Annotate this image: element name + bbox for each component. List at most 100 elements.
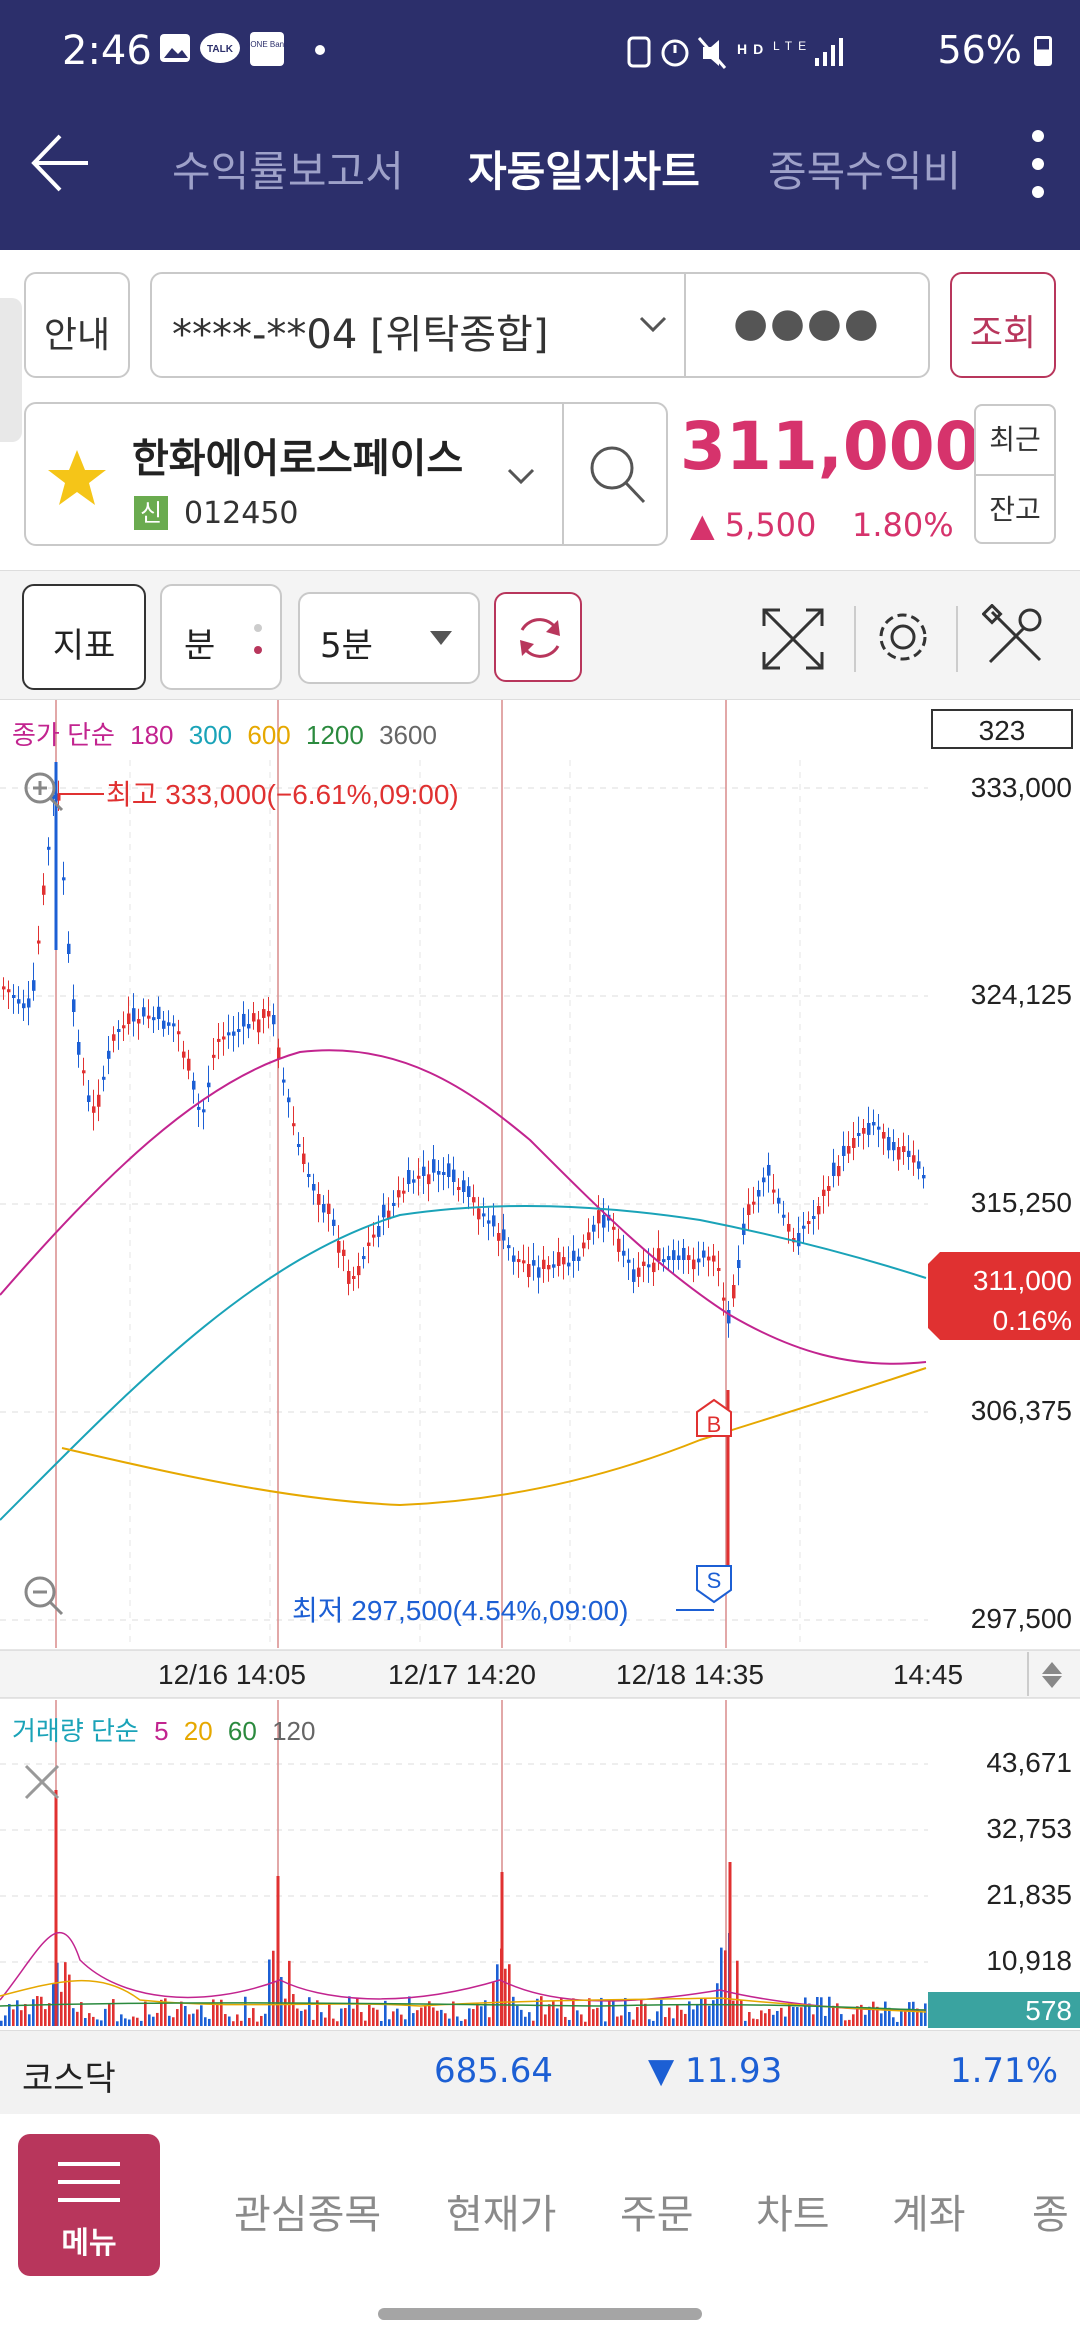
search-icon[interactable] — [584, 440, 650, 510]
bottom-navigation — [0, 2114, 1080, 2340]
legend-ma-1200: 1200 — [306, 720, 364, 750]
nav-watchlist[interactable]: 관심종목 — [234, 2192, 382, 2238]
menu-label: 메뉴 — [61, 2226, 117, 2261]
high-annotation: 최고 333,000(−6.61%,09:00) — [106, 779, 459, 810]
chevron-down-icon — [507, 468, 535, 485]
dot-icon — [315, 45, 325, 55]
stock-name: 한화에어로스페이스 — [132, 436, 464, 482]
query-button[interactable]: 조회 — [950, 272, 1056, 378]
svg-text:TALK: TALK — [207, 44, 234, 55]
nav-current-price[interactable]: 현재가 — [446, 2192, 557, 2238]
tab-profit-report[interactable]: 수익률보고서 — [172, 147, 404, 196]
vol-y-tick: 10,918 — [986, 1945, 1072, 1976]
current-price-tag-pct: 0.16% — [993, 1305, 1072, 1336]
status-right-icons: HD LTE — [625, 32, 885, 79]
gallery-icon — [160, 34, 190, 62]
x-axis-band — [0, 1650, 1080, 1698]
svg-text:HD: HD — [737, 41, 769, 57]
battery-percent: 56% — [937, 28, 1022, 72]
menu-button[interactable]: 메뉴 — [18, 2134, 160, 2276]
tools-icon[interactable] — [982, 604, 1048, 670]
account-number: ****-**04 [위탁종합] — [172, 312, 549, 358]
settings-gear-icon[interactable] — [870, 604, 936, 670]
x-tick: 14:45 — [893, 1659, 963, 1690]
tab-stock-profit[interactable]: 종목수익비 — [768, 147, 962, 196]
recent-label[interactable]: 최근 — [989, 423, 1041, 456]
interval-select[interactable]: 5분 — [298, 592, 480, 684]
y-tick: 297,500 — [971, 1603, 1072, 1634]
legend-ma-300: 300 — [189, 720, 232, 750]
svg-text:i-ONE Bank: i-ONE Bank — [246, 40, 289, 49]
nav-account[interactable]: 계좌 — [892, 2192, 966, 2238]
minute-label: 분 — [184, 626, 216, 666]
password-field[interactable]: ●●●● — [733, 300, 881, 346]
minute-button[interactable]: 분 — [160, 584, 282, 690]
buy-marker[interactable]: B — [696, 1398, 732, 1437]
market-index-bar[interactable]: 코스닥 685.64 ▼ 11.93 1.71% — [0, 2030, 1080, 2114]
interval-value: 5분 — [320, 626, 373, 666]
low-annotation: 최저 297,500(4.54%,09:00) — [292, 1595, 628, 1626]
y-tick: 333,000 — [971, 772, 1072, 803]
nfc-icon — [627, 36, 651, 68]
svg-text:LTE: LTE — [773, 39, 812, 53]
divider — [684, 274, 686, 376]
close-volume-icon[interactable] — [24, 1764, 60, 1800]
market-index: 685.64 — [434, 2051, 553, 2091]
price-change: ▲ 5,500 — [690, 506, 817, 544]
fullscreen-icon[interactable] — [758, 604, 828, 674]
vol-y-tick: 43,671 — [986, 1747, 1072, 1778]
ione-bank-icon: i-ONE Bank — [246, 32, 289, 66]
mute-icon — [697, 37, 727, 69]
volume-y-axis: 43,671 32,753 21,835 10,918 — [986, 1747, 1072, 1976]
indicator-button[interactable]: 지표 — [22, 584, 146, 690]
nav-order[interactable]: 주문 — [620, 2192, 694, 2238]
volume-bars — [0, 1790, 927, 2026]
indicator-label: 지표 — [52, 626, 116, 666]
legend-vma-120: 120 — [272, 1716, 315, 1746]
current-price-tag-value: 311,000 — [973, 1265, 1072, 1296]
chevron-down-icon — [639, 316, 667, 333]
sell-marker[interactable]: S — [696, 1565, 732, 1604]
divider — [976, 474, 1054, 476]
legend-vma-20: 20 — [184, 1716, 213, 1746]
signal-icon — [815, 38, 843, 66]
query-label: 조회 — [969, 313, 1037, 354]
favorite-star-icon[interactable] — [46, 448, 108, 508]
stock-selector[interactable]: 한화에어로스페이스 신 012450 — [24, 402, 668, 546]
legend-ma-600: 600 — [247, 720, 290, 750]
divider — [854, 606, 856, 672]
y-tick: 315,250 — [971, 1187, 1072, 1218]
y-tick: 306,375 — [971, 1395, 1072, 1426]
zoom-out-icon[interactable] — [24, 1576, 64, 1616]
price-legend: 종가 단순 180 300 600 1200 3600 — [12, 720, 437, 750]
guide-button[interactable]: 안내 — [24, 272, 130, 378]
scroll-arrows-icon[interactable] — [1027, 1652, 1062, 1696]
status-battery: 56% — [937, 28, 1052, 72]
price-volume-chart[interactable]: 종가 단순 180 300 600 1200 3600 323 최고 333,0… — [0, 700, 1080, 2030]
current-price-tag: 311,000 0.16% — [928, 1252, 1080, 1340]
volume-legend: 거래량 단순 5 20 60 120 — [12, 1716, 315, 1746]
side-handle[interactable] — [0, 298, 22, 442]
dot-icon — [254, 624, 262, 632]
price-change-percent: 1.80% — [852, 506, 954, 544]
more-menu-icon[interactable] — [1032, 130, 1046, 214]
current-volume-tag — [928, 1992, 1080, 2028]
current-price: 311,000 — [680, 408, 981, 485]
tab-auto-journal-chart[interactable]: 자동일지차트 — [468, 147, 700, 196]
candlesticks — [2, 762, 926, 1580]
nav-chart[interactable]: 차트 — [756, 2192, 830, 2238]
nav-more[interactable]: 종 — [1032, 2192, 1069, 2238]
zoom-in-icon[interactable] — [24, 772, 64, 812]
balance-label[interactable]: 잔고 — [989, 493, 1041, 526]
account-selector[interactable]: ****-**04 [위탁종합] ●●●● — [150, 272, 930, 378]
x-tick: 12/18 14:35 — [616, 1659, 764, 1690]
recent-balance-toggle[interactable]: 최근 잔고 — [974, 404, 1056, 544]
credit-badge: 신 — [134, 496, 168, 530]
back-arrow-icon[interactable] — [28, 130, 94, 196]
refresh-button[interactable] — [494, 592, 582, 682]
guide-label: 안내 — [43, 315, 111, 356]
legend-ma-3600: 3600 — [379, 720, 437, 750]
home-indicator[interactable] — [378, 2308, 702, 2320]
count-box — [931, 709, 1073, 749]
legend-vma-5: 5 — [154, 1716, 168, 1746]
